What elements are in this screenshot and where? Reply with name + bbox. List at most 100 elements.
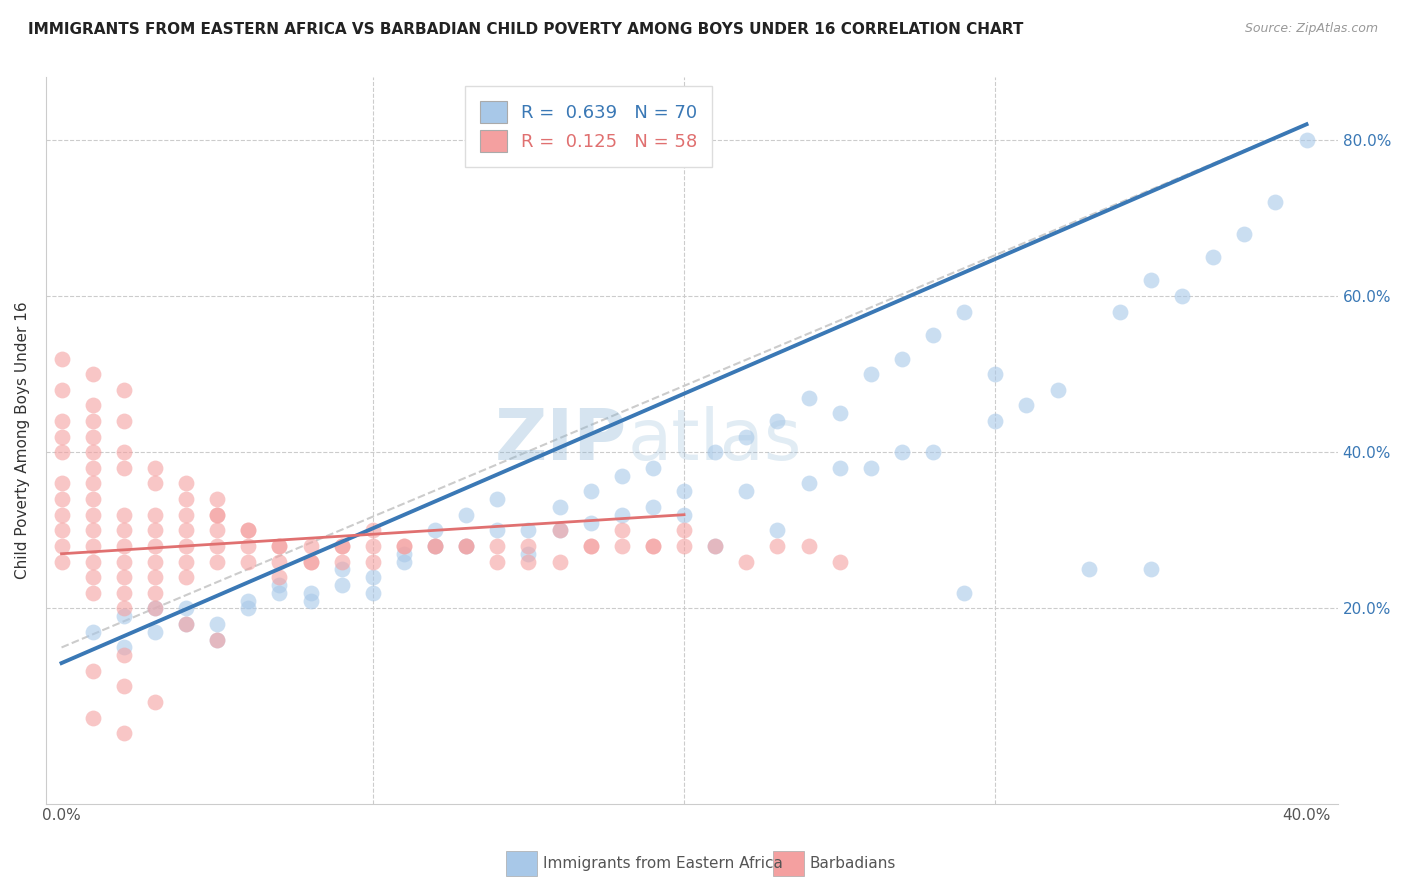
Point: [82, 367, 104, 381]
Point: [82, 429, 104, 443]
Point: [82, 461, 104, 475]
Point: [673, 524, 696, 538]
Point: [1015, 398, 1038, 412]
Point: [641, 461, 664, 475]
Point: [673, 484, 696, 499]
Text: IMMIGRANTS FROM EASTERN AFRICA VS BARBADIAN CHILD POVERTY AMONG BOYS UNDER 16 CO: IMMIGRANTS FROM EASTERN AFRICA VS BARBAD…: [28, 22, 1024, 37]
Point: [859, 461, 882, 475]
Point: [112, 414, 135, 428]
Point: [641, 500, 664, 514]
Point: [828, 406, 851, 420]
Point: [82, 445, 104, 459]
Point: [269, 539, 291, 553]
Point: [174, 617, 197, 632]
Point: [1140, 562, 1163, 576]
Point: [269, 578, 291, 592]
Point: [330, 578, 353, 592]
Point: [766, 414, 789, 428]
Point: [735, 555, 758, 569]
Point: [82, 539, 104, 553]
Point: [174, 524, 197, 538]
Point: [1140, 273, 1163, 287]
Point: [735, 484, 758, 499]
Point: [143, 508, 166, 522]
Point: [112, 555, 135, 569]
Point: [51, 445, 73, 459]
Point: [112, 640, 135, 655]
Point: [174, 570, 197, 584]
Point: [299, 539, 322, 553]
Point: [704, 539, 727, 553]
Text: atlas: atlas: [627, 406, 801, 475]
Point: [610, 524, 633, 538]
Point: [174, 476, 197, 491]
Point: [82, 476, 104, 491]
Point: [112, 601, 135, 615]
Point: [517, 555, 540, 569]
Point: [82, 414, 104, 428]
Point: [890, 351, 912, 366]
Point: [205, 539, 228, 553]
Point: [269, 570, 291, 584]
Point: [82, 555, 104, 569]
Point: [486, 524, 509, 538]
Point: [579, 539, 602, 553]
Text: Source: ZipAtlas.com: Source: ZipAtlas.com: [1244, 22, 1378, 36]
Point: [112, 680, 135, 694]
Point: [456, 539, 478, 553]
Point: [610, 468, 633, 483]
Point: [143, 476, 166, 491]
Point: [51, 524, 73, 538]
Point: [423, 539, 446, 553]
Point: [143, 555, 166, 569]
Point: [51, 429, 73, 443]
Point: [456, 508, 478, 522]
Point: [143, 586, 166, 600]
Point: [299, 555, 322, 569]
Point: [205, 632, 228, 647]
Point: [238, 555, 260, 569]
Point: [1264, 195, 1286, 210]
Point: [766, 524, 789, 538]
Point: [112, 726, 135, 740]
Point: [112, 648, 135, 663]
Point: [1171, 289, 1194, 303]
Point: [1233, 227, 1256, 241]
Point: [238, 593, 260, 607]
Point: [82, 492, 104, 507]
Point: [82, 398, 104, 412]
Point: [517, 524, 540, 538]
Point: [112, 383, 135, 397]
Point: [205, 508, 228, 522]
Point: [205, 555, 228, 569]
Point: [112, 609, 135, 624]
Point: [238, 601, 260, 615]
Point: [361, 570, 384, 584]
Point: [205, 492, 228, 507]
Y-axis label: Child Poverty Among Boys Under 16: Child Poverty Among Boys Under 16: [15, 301, 30, 579]
Point: [766, 539, 789, 553]
Point: [922, 445, 945, 459]
Point: [112, 570, 135, 584]
Point: [392, 539, 415, 553]
Point: [51, 492, 73, 507]
Point: [174, 492, 197, 507]
Point: [269, 555, 291, 569]
Point: [82, 524, 104, 538]
Point: [456, 539, 478, 553]
Point: [423, 539, 446, 553]
Text: ZIP: ZIP: [495, 406, 627, 475]
Point: [51, 508, 73, 522]
Point: [548, 500, 571, 514]
Point: [51, 476, 73, 491]
Point: [299, 593, 322, 607]
Point: [423, 524, 446, 538]
Point: [828, 555, 851, 569]
Point: [890, 445, 912, 459]
Point: [673, 539, 696, 553]
Point: [174, 601, 197, 615]
Point: [1202, 250, 1225, 264]
Point: [456, 539, 478, 553]
Point: [82, 586, 104, 600]
Point: [579, 539, 602, 553]
